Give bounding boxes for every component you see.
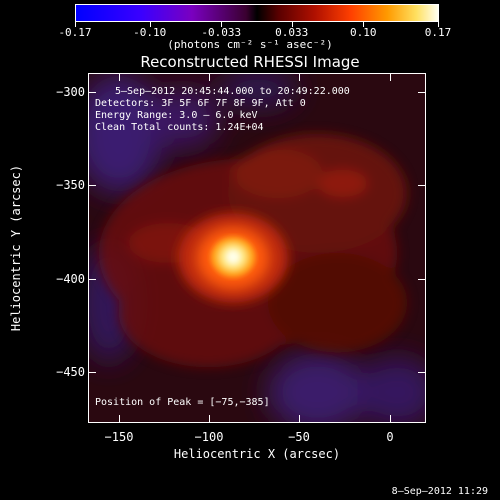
source-peak [226, 249, 241, 264]
colorbar-tick [291, 22, 293, 27]
x-tick-label: −150 [104, 430, 134, 444]
colorbar-tick [363, 22, 365, 27]
low-region [89, 74, 164, 194]
colorbar-tick-label: -0.033 [201, 26, 242, 39]
chart-title: Reconstructed RHESSI Image [140, 53, 360, 71]
y-tick-label: −300 [56, 85, 85, 99]
y-tick-label: −450 [56, 365, 85, 379]
y-axis-title: Heliocentric Y (arcsec) [9, 164, 23, 332]
x-tick-top [119, 73, 120, 81]
x-axis-title: Heliocentric X (arcsec) [173, 447, 341, 461]
x-tick [299, 415, 300, 423]
colorbar-tick [75, 22, 76, 27]
y-tick-right [418, 92, 426, 93]
emission-region [267, 252, 408, 353]
colorbar-tick-label: 0.17 [424, 26, 452, 39]
emission-region [317, 169, 368, 198]
timestamp: 8–Sep–2012 11:29 [391, 486, 488, 497]
emission-region [233, 148, 323, 199]
low-region [267, 352, 368, 422]
y-tick-right [418, 279, 426, 280]
low-region [148, 88, 219, 149]
colorbar-tick [438, 22, 439, 27]
y-tick-right [418, 185, 426, 186]
annotation-clean-counts: Clean Total counts: 1.24E+04 [95, 122, 264, 133]
x-tick [390, 415, 391, 423]
x-tick-top [299, 73, 300, 81]
annotation-time-range: 5–Sep–2012 20:45:44.000 to 20:49:22.000 [115, 86, 350, 97]
colorbar [75, 4, 439, 22]
y-tick [88, 92, 96, 93]
low-region [357, 357, 425, 422]
heatmap-core [211, 237, 256, 277]
x-tick [209, 415, 210, 423]
colorbar-units: (photons cm⁻² s⁻¹ asec⁻²) [167, 38, 333, 51]
colorbar-tick [149, 22, 151, 27]
x-tick-label: 0 [386, 430, 394, 444]
plot-area: 5–Sep–2012 20:45:44.000 to 20:49:22.000 … [88, 73, 426, 423]
y-tick [88, 279, 96, 280]
colorbar-tick-label: -0.17 [58, 26, 92, 39]
y-tick [88, 372, 96, 373]
annotation-detectors: Detectors: 3F 5F 6F 7F 8F 9F, Att 0 [95, 98, 306, 109]
x-tick-label: −50 [288, 430, 310, 444]
y-tick-label: −400 [56, 272, 85, 286]
low-region [218, 74, 298, 109]
heatmap-image [89, 74, 425, 422]
y-tick-label: −350 [56, 178, 85, 192]
colorbar-tick [221, 22, 223, 27]
annotation-energy-range: Energy Range: 3.0 – 6.0 keV [95, 110, 258, 121]
heatmap-low-regions [89, 74, 425, 422]
colorbar-tick-label: 0.10 [350, 26, 377, 39]
x-tick-top [390, 73, 391, 81]
x-tick-label: −100 [194, 430, 224, 444]
annotation-peak: Position of Peak = [−75,−385] [95, 397, 270, 408]
x-tick-top [209, 73, 210, 81]
y-tick [88, 185, 96, 186]
colorbar-tick-label: -0.10 [133, 26, 167, 39]
x-tick [119, 415, 120, 423]
y-tick-right [418, 372, 426, 373]
colorbar-tick-label: 0.033 [275, 26, 309, 39]
